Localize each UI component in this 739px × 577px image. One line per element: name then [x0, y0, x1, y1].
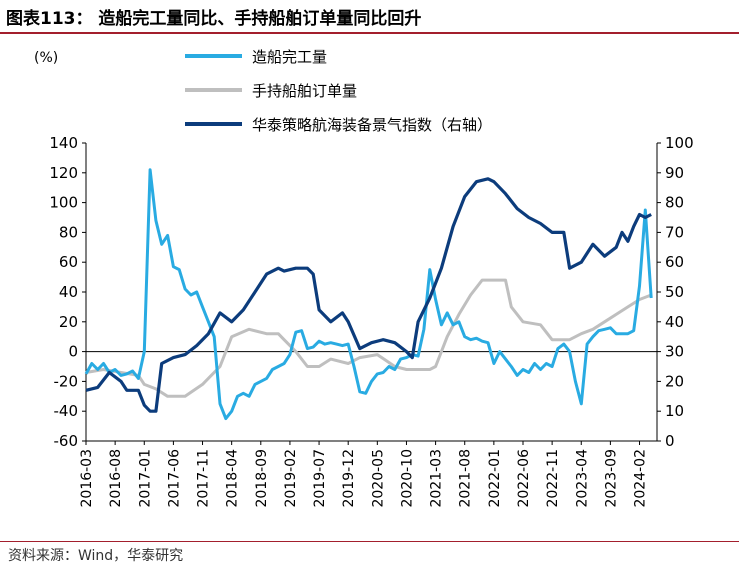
x-tick-label: 2022-11	[545, 449, 561, 508]
left-tick-label: 0	[68, 343, 78, 361]
right-tick-label: 30	[665, 343, 684, 361]
left-tick-label: 120	[49, 164, 78, 182]
x-tick-label: 2022-01	[487, 449, 503, 508]
right-tick-label: 10	[665, 402, 684, 420]
right-tick-label: 100	[665, 134, 694, 152]
legend-label-3: 华泰策略航海装备景气指数（右轴）	[252, 116, 492, 134]
x-tick-label: 2024-02	[633, 449, 649, 508]
x-tick-label: 2019-02	[283, 449, 299, 508]
source-note: 资料来源：Wind，华泰研究	[8, 548, 184, 564]
left-axis-unit: (%)	[34, 50, 58, 66]
x-tick-label: 2019-12	[341, 449, 357, 508]
x-tick-label: 2016-03	[79, 449, 95, 508]
x-tick-label: 2022-06	[516, 449, 532, 508]
right-tick-label: 0	[665, 432, 675, 450]
x-tick-label: 2021-08	[458, 449, 474, 508]
x-tick-label: 2019-07	[312, 449, 328, 508]
left-tick-label: 80	[59, 223, 78, 241]
title-rule	[0, 32, 739, 34]
x-tick-label: 2020-05	[370, 449, 386, 508]
x-tick-label: 2023-09	[603, 449, 619, 508]
right-tick-label: 40	[665, 313, 684, 331]
left-tick-label: -40	[54, 402, 79, 420]
left-tick-label: 100	[49, 194, 78, 212]
right-tick-label: 90	[665, 164, 684, 182]
left-tick-label: -20	[54, 372, 79, 390]
x-tick-label: 2017-01	[137, 449, 153, 508]
x-tick-label: 2020-10	[399, 449, 415, 508]
figure-title: 图表113： 造船完工量同比、手持船舶订单量同比回升	[6, 9, 422, 29]
plot-area: -60 -40 -20 0 20 40 60 80 100 120 140 0 10 20 30 40 50 60…	[49, 134, 693, 508]
x-tick-label: 2023-04	[574, 449, 590, 508]
right-tick-label: 60	[665, 253, 684, 271]
legend-label-2: 手持船舶订单量	[252, 82, 357, 100]
x-tick-label: 2021-03	[429, 449, 445, 508]
x-tick-label: 2017-11	[196, 449, 212, 508]
right-tick-label: 20	[665, 372, 684, 390]
series-line-3	[85, 177, 652, 413]
series-line-1	[84, 168, 653, 421]
left-tick-label: 60	[59, 253, 78, 271]
left-tick-label: 40	[59, 283, 78, 301]
left-tick-label: 20	[59, 313, 78, 331]
x-tick-label: 2017-06	[166, 449, 182, 508]
right-tick-label: 50	[665, 283, 684, 301]
source-rule	[0, 541, 739, 542]
left-tick-label: 140	[49, 134, 78, 152]
x-tick-label: 2018-04	[225, 449, 241, 508]
series-line-2	[85, 278, 652, 398]
right-tick-label: 80	[665, 194, 684, 212]
x-tick-label: 2018-09	[254, 449, 270, 508]
left-tick-label: -60	[54, 432, 79, 450]
right-tick-label: 70	[665, 223, 684, 241]
legend-label-1: 造船完工量	[252, 48, 327, 66]
x-tick-label: 2016-08	[108, 449, 124, 508]
